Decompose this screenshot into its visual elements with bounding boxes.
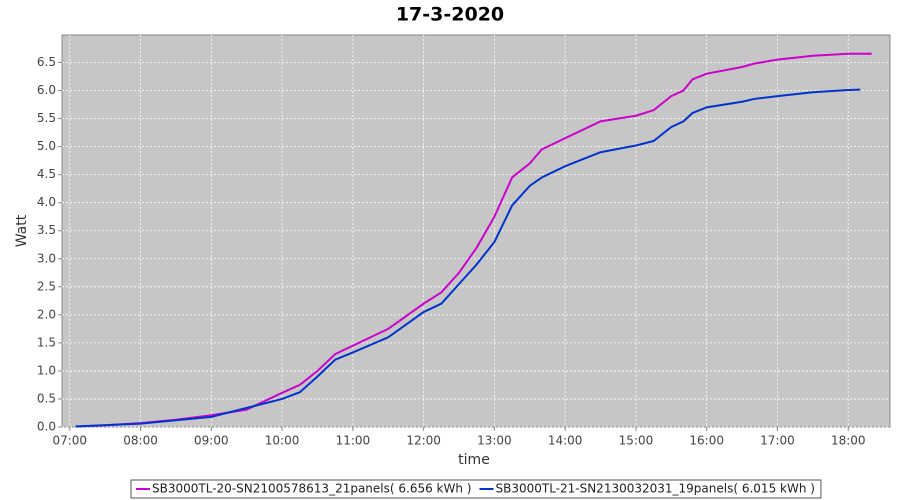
y-tick-label: 4.5 — [37, 167, 56, 181]
y-tick-label: 0.5 — [37, 391, 56, 405]
chart-title: 17-3-2020 — [396, 4, 504, 26]
x-tick-label: 08:00 — [123, 434, 158, 448]
x-tick-label: 17:00 — [760, 434, 795, 448]
legend-label: SB3000TL-21-SN2130032031_19panels( 6.015… — [495, 482, 814, 496]
series-line — [75, 52, 872, 428]
x-axis-label: time — [458, 452, 490, 468]
y-tick-label: 3.0 — [37, 251, 56, 265]
legend: SB3000TL-20-SN2100578613_21panels( 6.656… — [130, 479, 822, 499]
y-tick-label: 6.0 — [37, 83, 56, 97]
x-tick-label: 07:00 — [52, 434, 87, 448]
y-tick-label: 6.5 — [37, 55, 56, 69]
legend-label: SB3000TL-20-SN2100578613_21panels( 6.656… — [152, 482, 471, 496]
y-tick-label: 0.0 — [37, 420, 56, 434]
x-tick-label: 16:00 — [689, 434, 724, 448]
x-tick-label: 09:00 — [194, 434, 229, 448]
y-tick-label: 4.0 — [37, 195, 56, 209]
x-tick-label: 13:00 — [477, 434, 512, 448]
series-line — [75, 88, 861, 428]
y-axis-label: Watt — [14, 214, 30, 247]
x-tick-label: 11:00 — [336, 434, 371, 448]
legend-box — [130, 479, 822, 499]
x-tick-label: 18:00 — [831, 434, 866, 448]
y-tick-label: 1.5 — [37, 335, 56, 349]
x-tick-label: 15:00 — [619, 434, 654, 448]
y-tick-label: 3.5 — [37, 223, 56, 237]
x-tick-label: 14:00 — [548, 434, 583, 448]
y-tick-label: 2.0 — [37, 307, 56, 321]
y-tick-label: 2.5 — [37, 279, 56, 293]
y-tick-label: 5.0 — [37, 139, 56, 153]
y-tick-label: 5.5 — [37, 111, 56, 125]
y-tick-label: 1.0 — [37, 363, 56, 377]
x-tick-label: 10:00 — [265, 434, 300, 448]
x-tick-label: 12:00 — [406, 434, 441, 448]
